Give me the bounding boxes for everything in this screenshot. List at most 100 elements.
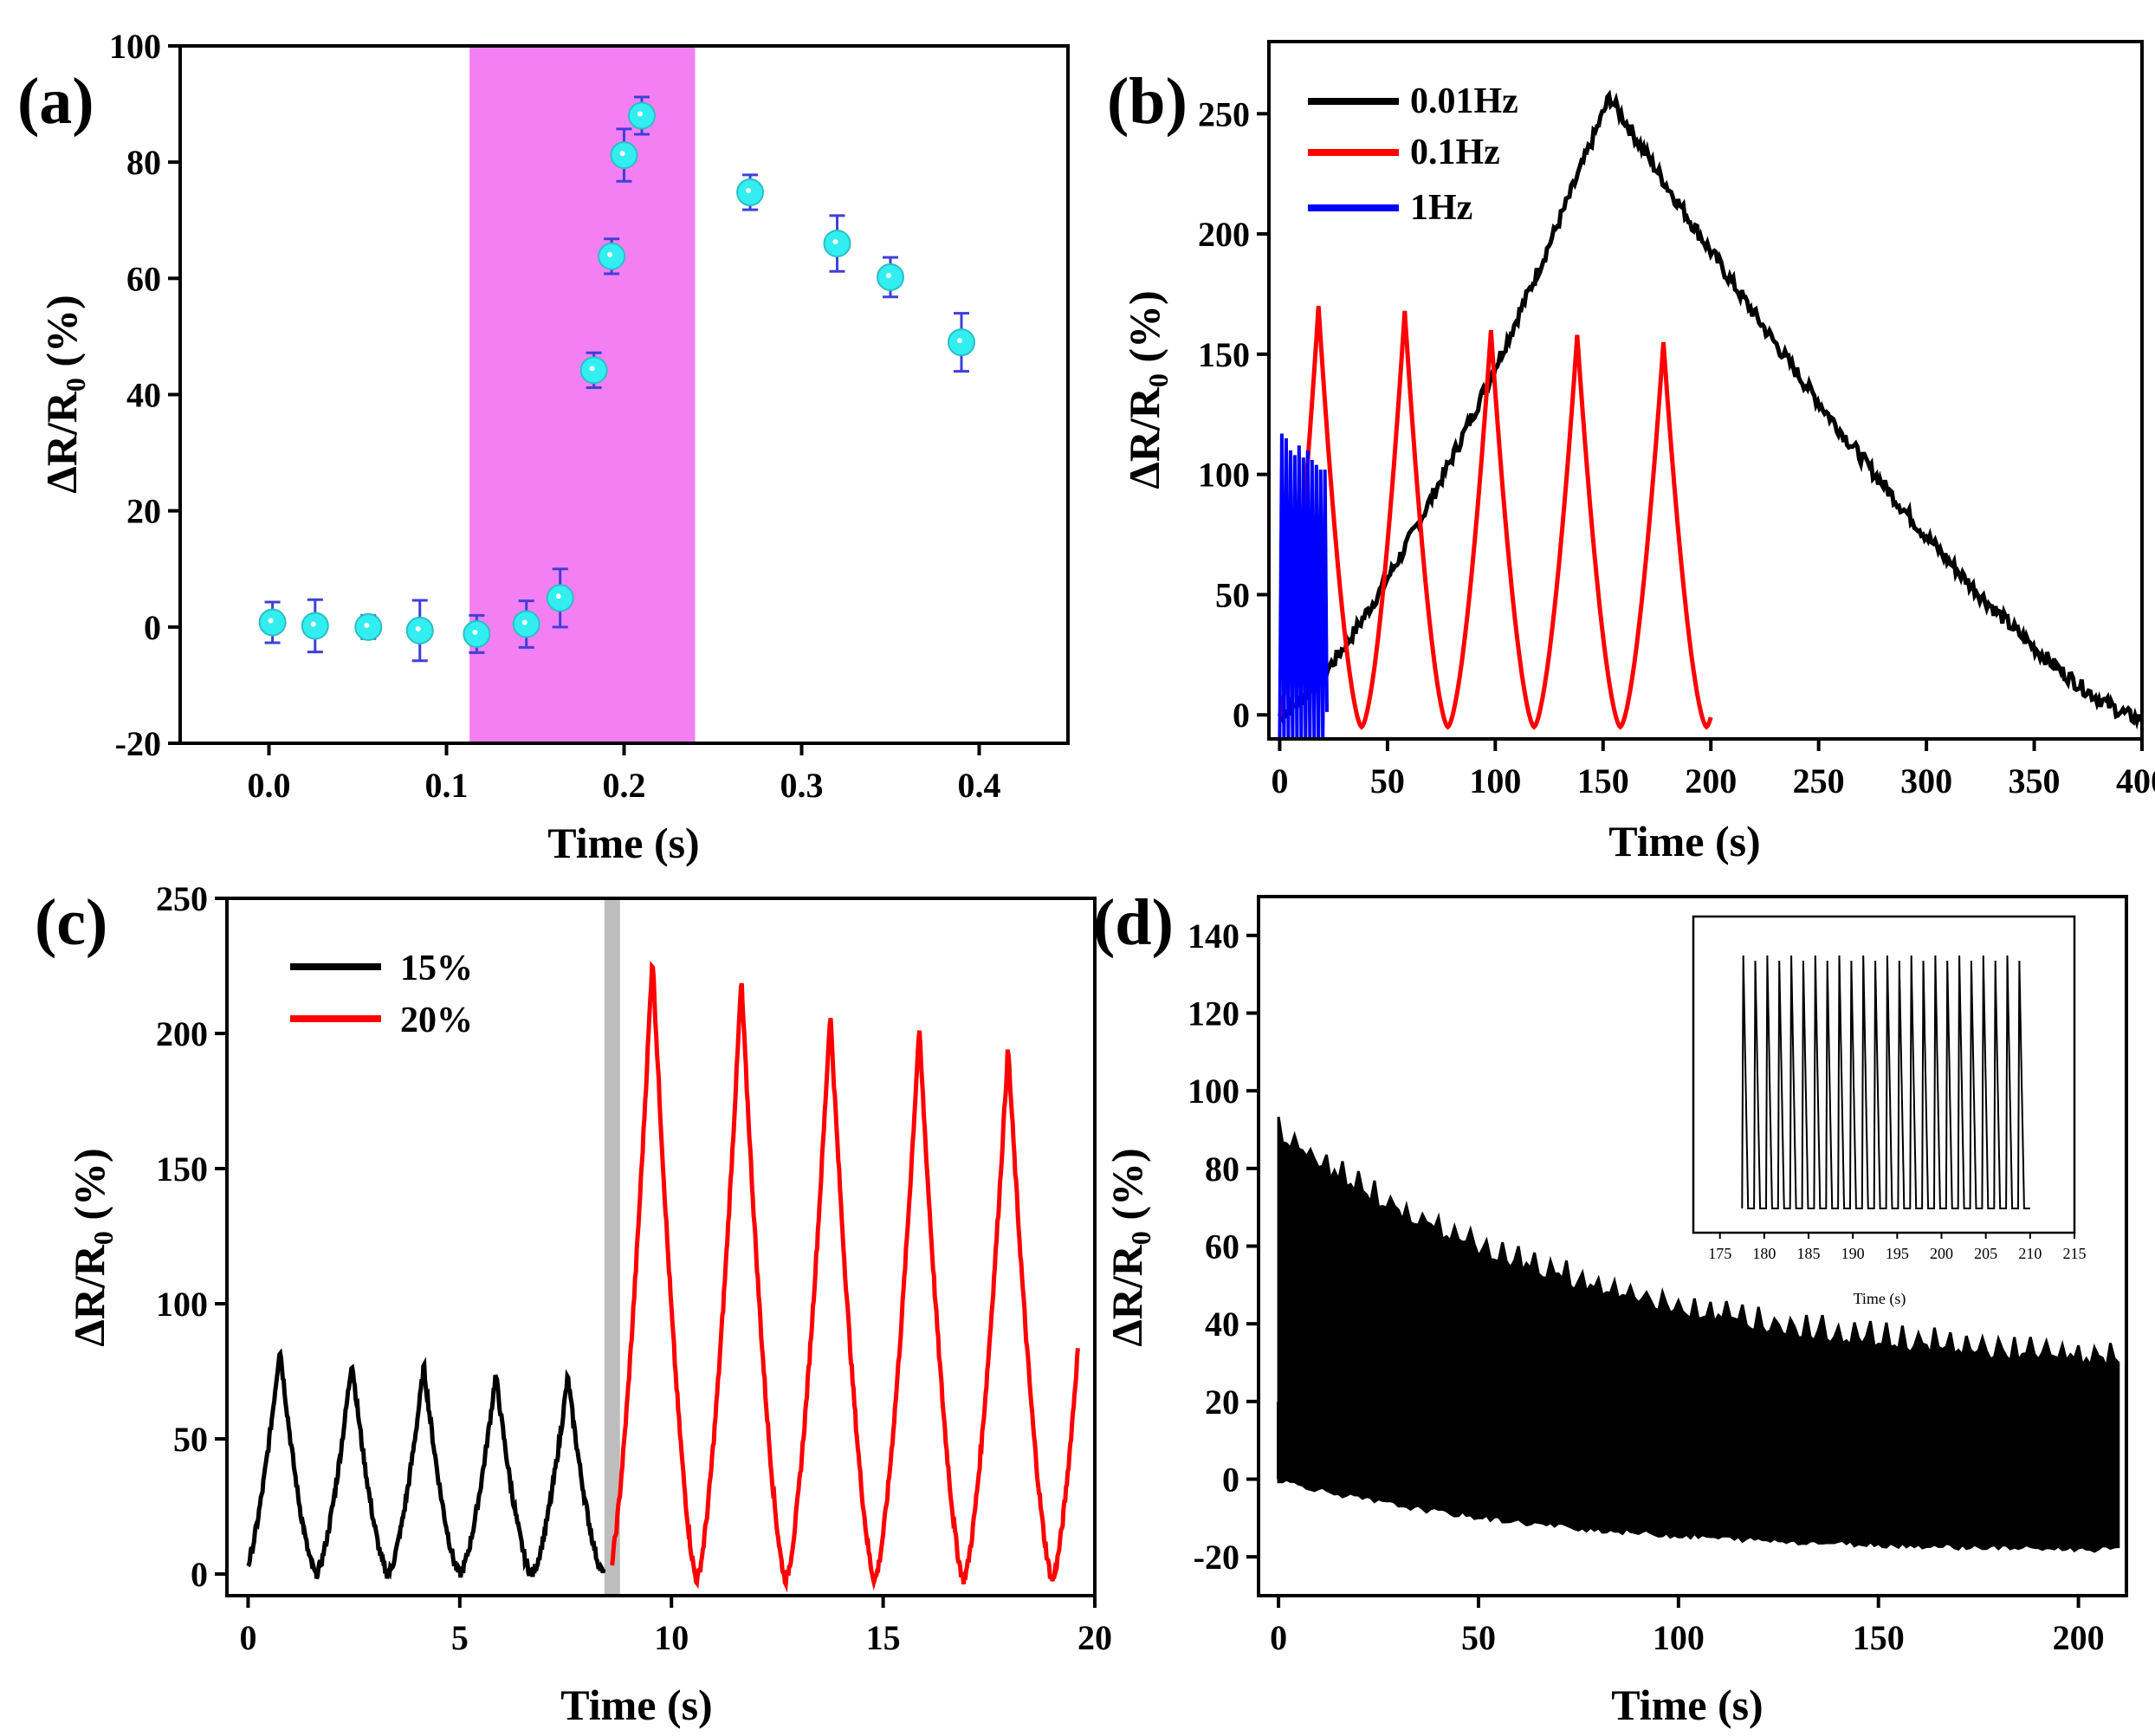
- panel-a-data-points: [258, 95, 975, 663]
- panel-c-x-tick-label: 15: [866, 1618, 901, 1657]
- panel-d-inset-series: [1741, 955, 2030, 1209]
- inset-x-tick-label: 200: [1930, 1245, 1953, 1262]
- legend-label-0.1Hz: 0.1Hz: [1410, 133, 1500, 172]
- panel-a-y-axis-subscript: 0: [60, 378, 91, 392]
- data-point-highlight: [521, 619, 527, 625]
- series-line-15pct: [246, 1348, 606, 1580]
- inset-x-tick-label: 210: [2018, 1245, 2042, 1262]
- data-point-highlight: [472, 629, 478, 635]
- panel-a-y-tick-label: 100: [109, 27, 161, 66]
- data-point-highlight: [619, 151, 625, 157]
- panel-c-y-tick-label: 0: [191, 1555, 208, 1594]
- series-line-0.1Hz: [1277, 306, 1713, 730]
- panel-d-y-tick-label: 100: [1188, 1072, 1239, 1111]
- panel-b-y-tick-label: 50: [1215, 575, 1250, 614]
- panel-a-x-tick-label: 0.0: [248, 766, 291, 805]
- inset-x-tick-label: 175: [1708, 1245, 1731, 1262]
- panel-b-y-tick-label: 250: [1198, 94, 1250, 133]
- legend-label-1Hz: 1Hz: [1410, 188, 1472, 228]
- panel-b-x-tick-label: 350: [2009, 761, 2061, 800]
- panel-c-y-axis-unit: (%): [65, 1148, 113, 1231]
- panel-c-legend: 15% 20%: [290, 949, 473, 1040]
- inset-x-tick-label: 215: [2063, 1245, 2087, 1262]
- panel-d-y-axis-unit: (%): [1103, 1148, 1151, 1231]
- data-point-highlight: [268, 618, 274, 624]
- panel-b-x-axis-title: Time (s): [1608, 817, 1760, 865]
- panel-a-y-tick-label: 40: [126, 376, 161, 415]
- panel-c-frame: [225, 897, 1097, 1597]
- data-point-highlight: [589, 366, 595, 372]
- panel-a-x-tick-label: 0.3: [780, 766, 824, 805]
- panel-d-x-tick-label: 150: [1853, 1618, 1905, 1657]
- data-point-highlight: [746, 188, 752, 194]
- panel-c-y-axis-main: ΔR/R: [65, 1244, 113, 1346]
- panel-c-y-tick-label: 150: [156, 1150, 208, 1189]
- panel-b-y-tick-label: 150: [1198, 335, 1250, 374]
- panel-a-y-tick-label: 60: [126, 259, 161, 298]
- panel-c-y-axis-title: ΔR/R0 (%): [65, 1148, 119, 1346]
- legend-label-15pct: 15%: [400, 949, 473, 988]
- panel-c-y-tick-label: 200: [156, 1014, 208, 1053]
- panel-a-y-tick-label: 20: [126, 492, 161, 531]
- data-point-highlight: [832, 239, 838, 245]
- panel-b-y-axis-subscript: 0: [1142, 373, 1174, 387]
- panel-a-shaded-region: [469, 46, 696, 743]
- panel-d-y-tick-label: 120: [1188, 994, 1239, 1033]
- panel-d-y-tick-label: 0: [1222, 1461, 1239, 1500]
- panel-b-x-tick-label: 400: [2116, 761, 2155, 800]
- panel-b-y-axis-main: ΔR/R: [1120, 386, 1168, 489]
- data-point-highlight: [555, 593, 561, 599]
- inset-series-line: [1741, 955, 2030, 1209]
- data-point-highlight: [886, 272, 891, 278]
- panel-c-x-tick-label: 10: [654, 1618, 689, 1657]
- inset-x-tick-label: 180: [1752, 1245, 1776, 1262]
- panel-a-y-tick-label: 0: [144, 608, 161, 647]
- panel-d-x-tick-label: 0: [1270, 1618, 1287, 1657]
- data-point-highlight: [310, 621, 316, 627]
- series-line-20pct: [610, 961, 1080, 1593]
- panel-d-ticks: 0 50 100 150 200 -20 0 20 40 60 80 100 120 140: [1188, 917, 2105, 1657]
- panel-d-y-tick-label: 40: [1205, 1305, 1239, 1344]
- panel-d-inset-frame: [1692, 915, 2076, 1234]
- panel-d-x-tick-label: 50: [1461, 1618, 1496, 1657]
- panel-d: 0 50 100 150 200 -20 0 20 40 60 80 100 120 140 (d) Ti…: [1093, 886, 2128, 1729]
- panel-a-x-tick-label: 0.4: [958, 766, 1001, 805]
- data-point-highlight: [637, 111, 643, 117]
- panel-d-x-axis-title: Time (s): [1611, 1681, 1763, 1729]
- data-point-highlight: [364, 622, 370, 628]
- panel-b-y-axis-title: ΔR/R0 (%): [1120, 290, 1174, 489]
- series-line-0.01Hz: [1278, 89, 2143, 730]
- panel-a-x-tick-label: 0.1: [425, 766, 469, 805]
- data-point-highlight: [607, 251, 613, 257]
- legend-label-0.01Hz: 0.01Hz: [1410, 81, 1518, 121]
- panel-b-x-tick-label: 100: [1469, 761, 1521, 800]
- panel-b-x-tick-label: 0: [1271, 761, 1288, 800]
- panel-d-inset: 175 180 185 190 195 200 205 210 215 Time (s): [1692, 915, 2087, 1308]
- panel-c-x-axis-title: Time (s): [560, 1681, 712, 1729]
- panel-c-y-tick-label: 100: [156, 1285, 208, 1324]
- panel-b-series: [1277, 89, 2143, 740]
- panel-a-y-axis-main: ΔR/R: [37, 391, 86, 493]
- panel-d-inset-ticks: 175 180 185 190 195 200 205 210 215: [1708, 1233, 2087, 1262]
- panel-b-y-axis-unit: (%): [1120, 290, 1168, 373]
- legend-label-20pct: 20%: [400, 1001, 473, 1040]
- data-point-highlight: [957, 338, 962, 344]
- panel-c-label: (c): [35, 886, 107, 959]
- panel-b-ticks: 0 50 100 150 200 250 300 350 400 0 50 100 150 200 250: [1198, 94, 2155, 800]
- panel-a-y-tick-label: 80: [126, 143, 161, 182]
- panel-c-x-tick-label: 20: [1078, 1618, 1112, 1657]
- panel-d-y-tick-label: 80: [1205, 1150, 1239, 1189]
- panel-a-x-axis-title: Time (s): [547, 819, 699, 867]
- panel-d-inset-x-axis-title: Time (s): [1854, 1290, 1906, 1308]
- panel-b-x-tick-label: 300: [1900, 761, 1952, 800]
- panel-a-x-tick-label: 0.2: [603, 766, 646, 805]
- inset-x-tick-label: 195: [1886, 1245, 1909, 1262]
- panel-b-label: (b): [1107, 65, 1188, 138]
- panel-c-y-tick-label: 50: [173, 1420, 208, 1459]
- panel-d-y-tick-label: 140: [1188, 917, 1239, 955]
- panel-c-y-axis-subscript: 0: [87, 1231, 119, 1245]
- panel-d-label: (d): [1093, 886, 1174, 959]
- panel-b-x-tick-label: 200: [1685, 761, 1737, 800]
